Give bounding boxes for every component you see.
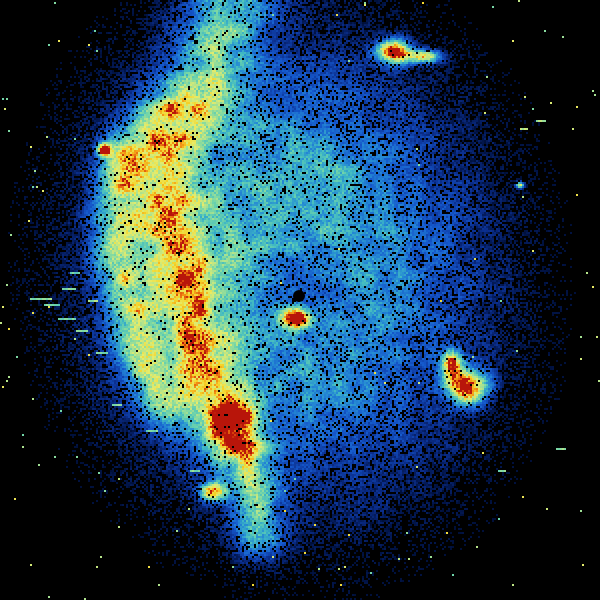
heatmap-canvas bbox=[0, 0, 600, 600]
image-viewer: False-colour intensity map Noisy false-c… bbox=[0, 0, 600, 600]
